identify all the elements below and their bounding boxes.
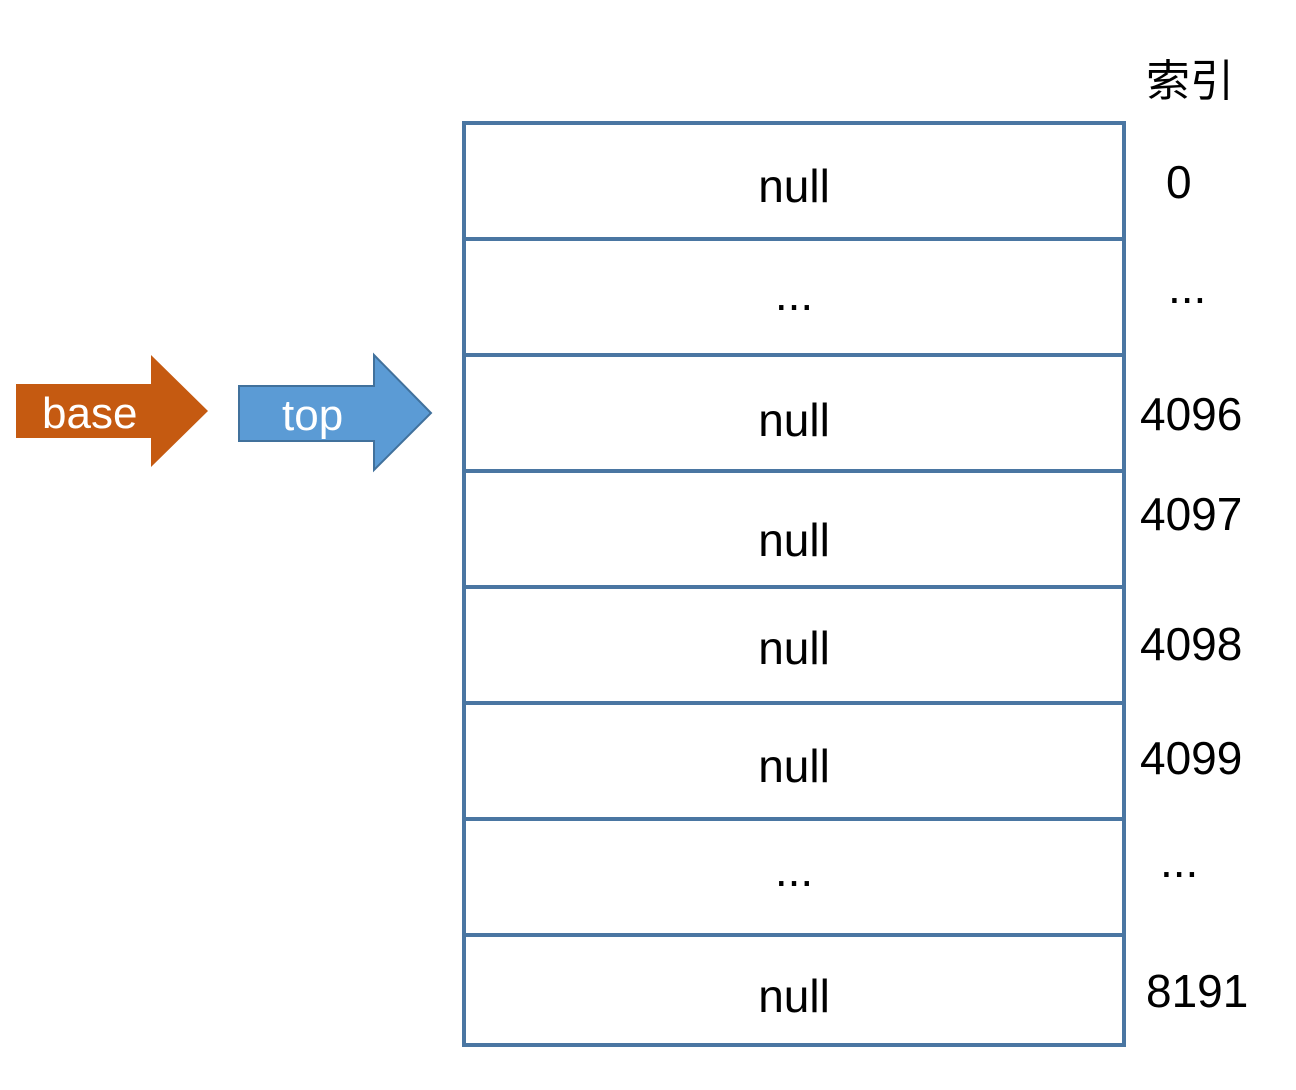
index-label-5: 4099: [1140, 732, 1243, 784]
array-cell-7: null: [466, 937, 1122, 1043]
cell-value: null: [758, 514, 830, 566]
cell-value: null: [758, 740, 830, 792]
top-arrow-shape: [238, 352, 433, 473]
index-label-4: 4098: [1140, 618, 1243, 670]
cell-value: null: [758, 160, 830, 212]
cell-value: null: [758, 622, 830, 674]
index-label-3: 4097: [1140, 488, 1243, 540]
index-label-0: 0: [1166, 156, 1192, 208]
array-cell-4: null: [466, 589, 1122, 705]
index-label-7: 8191: [1146, 965, 1249, 1017]
cell-value: ...: [774, 268, 814, 320]
array-cell-6: ...: [466, 821, 1122, 937]
cell-value: null: [758, 394, 830, 446]
top-pointer-label: top: [282, 391, 344, 440]
top-pointer-arrow: top: [236, 352, 434, 474]
array-cell-5: null: [466, 705, 1122, 821]
array-cell-3: null: [466, 473, 1122, 589]
index-column-header: 索引: [1146, 56, 1234, 107]
base-pointer-arrow: base: [14, 352, 210, 470]
cell-value: ...: [774, 844, 814, 896]
array-cell-2: null: [466, 357, 1122, 473]
base-pointer-label: base: [42, 389, 138, 438]
array-cells: null ... null null null null ... null: [462, 121, 1126, 1047]
base-arrow-shape: [16, 355, 208, 467]
array-cell-0: null: [466, 125, 1122, 241]
index-label-6: ...: [1160, 835, 1199, 887]
array-cell-1: ...: [466, 241, 1122, 357]
cell-value: null: [758, 970, 830, 1022]
index-label-2: 4096: [1140, 388, 1243, 440]
index-label-1: ...: [1168, 261, 1207, 313]
